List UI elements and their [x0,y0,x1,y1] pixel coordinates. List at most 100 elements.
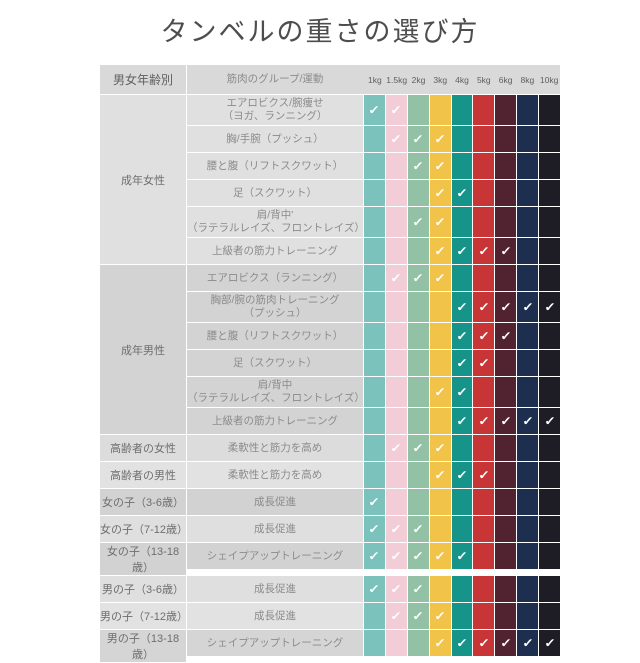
page-title: タンベルの重さの選び方 [160,17,480,47]
weight-cell [385,207,407,237]
group-rows: シェイプアップトレーニング ✓ ✓ ✓ ✓ ✓ [187,543,561,575]
weight-cell [473,576,495,602]
check-icon: ✓ [478,636,490,650]
group-rows: エアロビクス/腕痩せ （ヨガ、ランニング） ✓ ✓ 胸/手腕（プッシュ） ✓ ✓ ✓ 腰と腹（… [187,95,561,264]
check-icon: ✓ [456,549,468,563]
weight-cell [385,323,407,349]
check-icon: ✓ [478,244,490,258]
check-icon: ✓ [390,132,403,146]
group-rows: 柔軟性と筋力を高め ✓ ✓ ✓ [187,462,561,488]
check-icon: ✓ [456,300,468,314]
weight-cell: ✓ [407,576,429,602]
weight-cell [451,576,473,602]
weight-cell: ✓ [429,603,451,629]
demographic-group: 成年女性 エアロビクス/腕痩せ （ヨガ、ランニング） ✓ ✓ 胸/手腕（プッシュ） ✓ ✓ ✓… [100,95,561,264]
weight-cell [539,323,561,349]
weight-cell [517,576,539,602]
table-row: 柔軟性と筋力を高め ✓ ✓ ✓ [187,435,561,461]
table-row: 胸部/腕の筋肉トレーニング （プッシュ） ✓ ✓ ✓ ✓ ✓ [187,292,561,322]
check-icon: ✓ [499,414,512,428]
table-header: 男女年齢別 筋肉のグループ/運動 1kg 1.5kg 2kg 3kg 4kg 5kg 6kg… [100,65,560,94]
weight-cell [495,265,517,291]
weight-cell [385,377,407,407]
check-icon: ✓ [434,244,446,258]
weight-cell [517,207,539,237]
check-icon: ✓ [478,468,490,482]
weight-cell [517,126,539,152]
check-icon: ✓ [499,329,512,343]
weight-cell [407,489,429,515]
weight-cell [364,292,385,322]
table-row: 上級者の筋力トレーニング ✓ ✓ ✓ ✓ [187,238,561,264]
demographic-group: 女の子（3-6歳） 成長促進 ✓ [100,489,561,515]
weight-cell [517,603,539,629]
check-icon: ✓ [434,159,446,173]
weight-cell [539,126,561,152]
weight-cell [364,630,385,656]
weight-cell [517,323,539,349]
weight-cell: ✓ [429,126,451,152]
exercise-label: 足（スクワット） [187,180,363,206]
demographic-label: 女の子（3-6歳） [100,489,186,515]
weight-cell: ✓ [407,126,429,152]
demographic-label: 女の子（7-12歳） [100,516,188,542]
weight-cell: ✓ [517,292,539,322]
weight-cell: ✓ [495,238,517,264]
weight-cell [517,543,539,569]
weight-cell: ✓ [451,543,473,569]
weight-cell: ✓ [539,630,561,656]
weight-cell: ✓ [429,435,451,461]
check-icon: ✓ [521,414,534,428]
weight-cell [473,265,495,291]
weight-cell [517,238,539,264]
weight-cell [407,292,429,322]
weight-cell [539,543,561,569]
check-icon: ✓ [412,132,425,146]
weight-cell: ✓ [429,207,451,237]
weight-cell: ✓ [385,516,407,542]
weight-cell [385,408,407,434]
weight-cell [539,462,561,488]
table-row: 柔軟性と筋力を高め ✓ ✓ ✓ [187,462,561,488]
check-icon: ✓ [478,300,490,314]
weight-cell: ✓ [517,630,539,656]
demographic-group: 女の子（13-18歳） シェイプアップトレーニング ✓ ✓ ✓ ✓ ✓ [100,543,561,575]
weight-cell [495,543,517,569]
weight-cell [473,207,495,237]
check-icon: ✓ [368,103,381,117]
demographic-label: 男の子（13-18歳） [100,630,186,662]
weight-cell [539,516,561,542]
table-row: 成長促進 ✓ [187,489,561,515]
weight-header-5kg: 5kg [476,74,491,85]
weight-cell [429,292,451,322]
weight-cell [407,350,429,376]
weight-cell [495,516,517,542]
demographic-label: 成年女性 [100,95,186,264]
weight-cell [429,95,451,125]
weight-cell [495,576,517,602]
weight-cell [517,265,539,291]
weight-cell [429,516,451,542]
weight-cell: ✓ [451,350,473,376]
weight-header-8kg: 8kg [520,74,535,85]
check-icon: ✓ [478,356,490,370]
check-icon: ✓ [368,495,381,509]
exercise-label: 腰と腹（リフトスクワット） [187,153,363,179]
weight-cell [473,435,495,461]
exercise-label: 腰と腹（リフトスクワット） [187,323,363,349]
weight-cell [473,543,495,569]
table-row: 成長促進 ✓ ✓ ✓ [187,603,561,629]
weight-cell: ✓ [364,489,385,515]
weight-cell [364,350,385,376]
table-row: 肩/背中' （ラテラルレイズ、フロントレイズ） ✓ ✓ [187,207,561,237]
check-icon: ✓ [412,609,425,623]
weight-cell: ✓ [385,603,407,629]
weight-cell: ✓ [473,630,495,656]
weight-cell: ✓ [451,292,473,322]
weight-cell [429,323,451,349]
weight-cell [539,489,561,515]
weight-header-2kg: 2kg [411,74,426,85]
group-rows: 成長促進 ✓ ✓ ✓ [187,576,561,602]
weight-cell [539,435,561,461]
weight-cell [451,265,473,291]
